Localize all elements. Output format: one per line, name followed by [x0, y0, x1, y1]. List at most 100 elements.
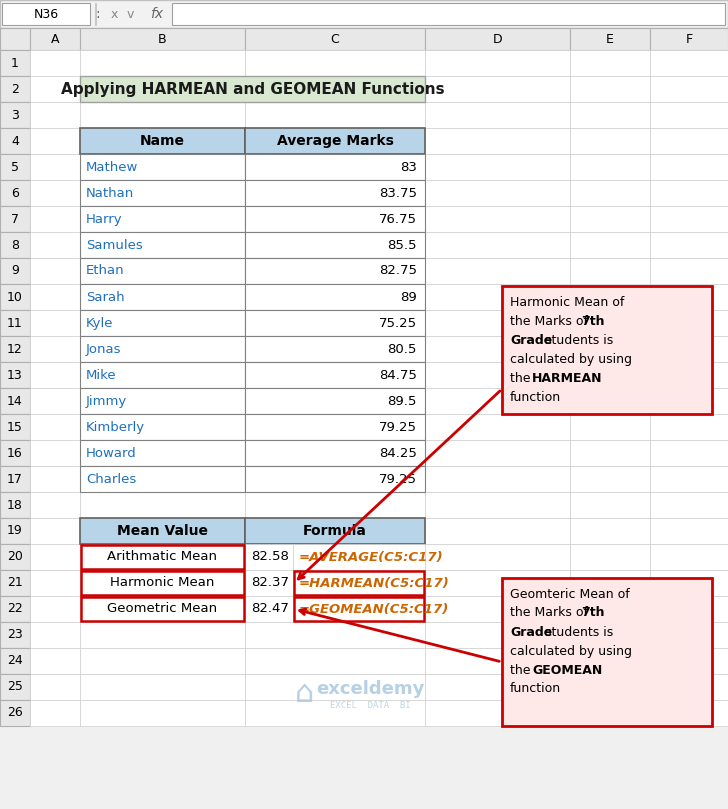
Text: Howard: Howard	[86, 447, 137, 460]
Text: 2: 2	[11, 83, 19, 95]
FancyBboxPatch shape	[245, 128, 425, 154]
FancyBboxPatch shape	[245, 206, 425, 232]
FancyBboxPatch shape	[650, 102, 728, 128]
FancyBboxPatch shape	[570, 206, 650, 232]
FancyBboxPatch shape	[425, 388, 570, 414]
Text: 26: 26	[7, 706, 23, 719]
FancyBboxPatch shape	[0, 648, 30, 674]
FancyBboxPatch shape	[425, 310, 570, 336]
FancyBboxPatch shape	[245, 258, 425, 284]
FancyBboxPatch shape	[30, 570, 80, 596]
FancyBboxPatch shape	[30, 128, 80, 154]
FancyBboxPatch shape	[425, 700, 570, 726]
Text: 84.25: 84.25	[379, 447, 417, 460]
FancyBboxPatch shape	[30, 362, 80, 388]
Text: 89: 89	[400, 290, 417, 303]
FancyBboxPatch shape	[650, 258, 728, 284]
FancyBboxPatch shape	[245, 232, 425, 258]
FancyBboxPatch shape	[245, 440, 425, 466]
FancyBboxPatch shape	[80, 50, 245, 76]
FancyBboxPatch shape	[80, 518, 245, 544]
Text: 19: 19	[7, 524, 23, 537]
FancyBboxPatch shape	[80, 700, 245, 726]
FancyBboxPatch shape	[650, 154, 728, 180]
FancyBboxPatch shape	[425, 648, 570, 674]
FancyBboxPatch shape	[80, 518, 245, 544]
Text: fx: fx	[150, 7, 163, 21]
Text: function: function	[510, 683, 561, 696]
Text: =HARMEAN(C5:C17): =HARMEAN(C5:C17)	[299, 577, 450, 590]
FancyBboxPatch shape	[0, 128, 30, 154]
FancyBboxPatch shape	[245, 570, 293, 596]
FancyBboxPatch shape	[293, 544, 425, 570]
FancyBboxPatch shape	[245, 388, 425, 414]
FancyBboxPatch shape	[80, 154, 245, 180]
FancyBboxPatch shape	[245, 362, 425, 388]
FancyBboxPatch shape	[245, 596, 293, 622]
FancyBboxPatch shape	[650, 466, 728, 492]
FancyBboxPatch shape	[80, 28, 245, 50]
FancyBboxPatch shape	[30, 180, 80, 206]
FancyBboxPatch shape	[245, 50, 425, 76]
Text: Harry: Harry	[86, 213, 122, 226]
Text: Kyle: Kyle	[86, 316, 114, 329]
FancyBboxPatch shape	[570, 336, 650, 362]
Text: 20: 20	[7, 550, 23, 564]
FancyBboxPatch shape	[30, 440, 80, 466]
Text: 10: 10	[7, 290, 23, 303]
Text: 1: 1	[11, 57, 19, 70]
Text: 82.37: 82.37	[251, 577, 289, 590]
FancyBboxPatch shape	[30, 414, 80, 440]
FancyBboxPatch shape	[80, 440, 245, 466]
Text: Charles: Charles	[86, 472, 136, 485]
FancyBboxPatch shape	[80, 206, 245, 232]
Text: Ethan: Ethan	[86, 265, 124, 277]
FancyBboxPatch shape	[650, 440, 728, 466]
Text: Mathew: Mathew	[86, 160, 138, 173]
Text: 85.5: 85.5	[387, 239, 417, 252]
FancyBboxPatch shape	[0, 284, 30, 310]
FancyBboxPatch shape	[425, 674, 570, 700]
FancyBboxPatch shape	[570, 518, 650, 544]
FancyBboxPatch shape	[650, 310, 728, 336]
FancyBboxPatch shape	[650, 544, 728, 570]
Text: Jimmy: Jimmy	[86, 395, 127, 408]
FancyBboxPatch shape	[425, 284, 570, 310]
FancyBboxPatch shape	[0, 570, 30, 596]
FancyBboxPatch shape	[30, 700, 80, 726]
FancyBboxPatch shape	[425, 622, 570, 648]
FancyBboxPatch shape	[0, 310, 30, 336]
FancyBboxPatch shape	[570, 232, 650, 258]
FancyBboxPatch shape	[245, 180, 425, 206]
FancyBboxPatch shape	[245, 258, 425, 284]
Text: 8: 8	[11, 239, 19, 252]
FancyBboxPatch shape	[570, 544, 650, 570]
FancyBboxPatch shape	[80, 232, 245, 258]
FancyBboxPatch shape	[81, 571, 244, 595]
FancyBboxPatch shape	[0, 258, 30, 284]
FancyBboxPatch shape	[80, 128, 245, 154]
FancyBboxPatch shape	[245, 466, 425, 492]
Text: 80.5: 80.5	[387, 342, 417, 355]
Text: Sarah: Sarah	[86, 290, 124, 303]
FancyBboxPatch shape	[245, 466, 425, 492]
Text: the: the	[510, 371, 534, 384]
Text: 23: 23	[7, 629, 23, 642]
FancyBboxPatch shape	[502, 286, 712, 414]
Text: 12: 12	[7, 342, 23, 355]
FancyBboxPatch shape	[650, 76, 728, 102]
FancyBboxPatch shape	[425, 258, 570, 284]
FancyBboxPatch shape	[80, 570, 245, 596]
Text: Geometric Mean: Geometric Mean	[108, 603, 218, 616]
Text: 4: 4	[11, 134, 19, 147]
FancyBboxPatch shape	[502, 578, 712, 726]
FancyBboxPatch shape	[245, 570, 425, 596]
FancyBboxPatch shape	[0, 622, 30, 648]
FancyBboxPatch shape	[570, 674, 650, 700]
FancyBboxPatch shape	[245, 674, 425, 700]
FancyBboxPatch shape	[425, 492, 570, 518]
FancyBboxPatch shape	[425, 154, 570, 180]
FancyBboxPatch shape	[425, 414, 570, 440]
FancyBboxPatch shape	[30, 50, 80, 76]
FancyBboxPatch shape	[0, 700, 30, 726]
